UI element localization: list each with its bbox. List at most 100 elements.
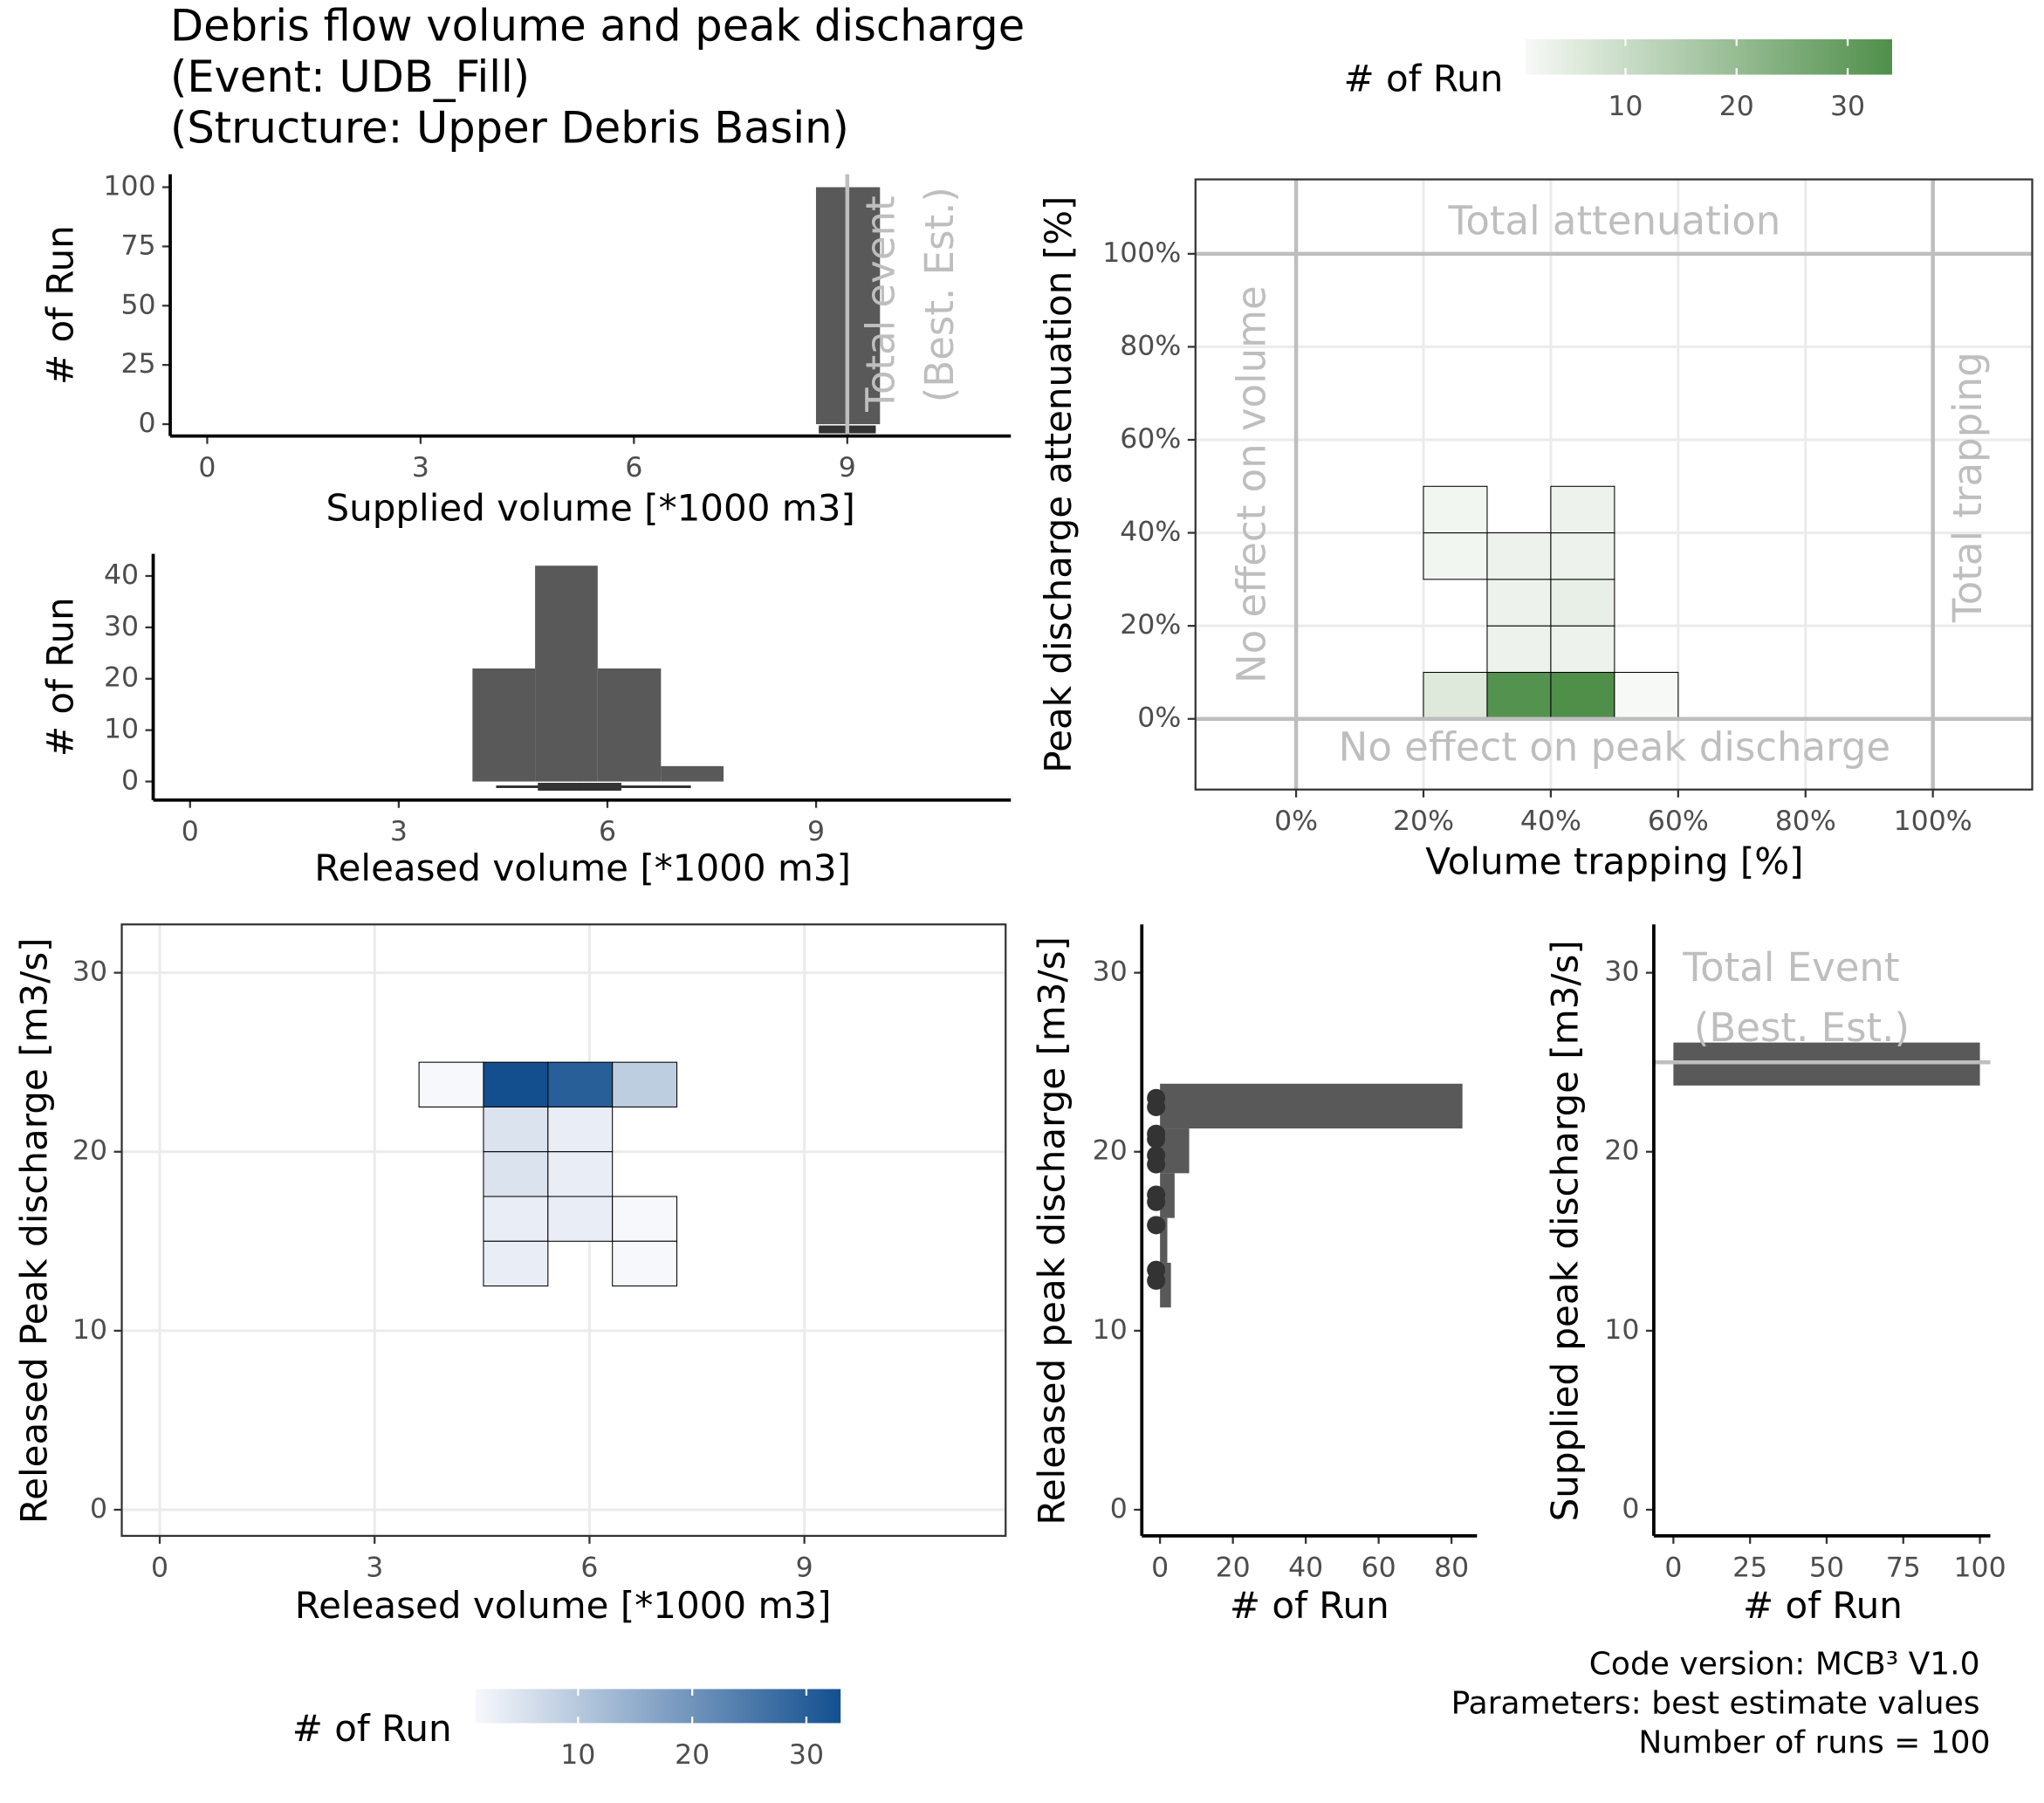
x-tick-label: 9: [796, 1552, 813, 1583]
annotation: No effect on peak discharge: [1339, 724, 1890, 771]
x-axis-title: Released volume [*1000 m3]: [295, 1584, 832, 1627]
bar: [597, 668, 662, 782]
panel: 0% 20% 40% 60% 80% 100% 0% 20% 40% 60% 80% 100% Volu…: [1037, 39, 2034, 883]
y-tick-label: 20: [1093, 1135, 1128, 1167]
chart-title: Debris flow volume and peak discharge: [170, 1, 1025, 51]
heatmap-cell: [547, 1151, 614, 1197]
y-tick-label: 30: [72, 956, 107, 988]
y-axis-title: # of Run: [39, 597, 82, 757]
x-tick-label: 80%: [1775, 806, 1836, 837]
x-axis-title: Supplied volume [*1000 m3]: [326, 487, 854, 530]
x-tick-label: 6: [580, 1552, 598, 1583]
chart-title: (Structure: Upper Debris Basin): [170, 103, 849, 154]
y-tick-label: 100%: [1102, 237, 1181, 269]
y-tick-label: 30: [1093, 956, 1128, 988]
bar: [1160, 1083, 1463, 1129]
colorbar: [475, 1689, 841, 1724]
heatmap-cell: [1614, 671, 1679, 720]
heatmap-cell: [1486, 671, 1552, 720]
colorbar-tick-label: 30: [1830, 91, 1865, 122]
colorbar-tick-label: 10: [560, 1739, 595, 1771]
x-tick-label: 20: [1216, 1552, 1251, 1583]
heatmap-cell: [1550, 671, 1615, 720]
colorbar-tick-label: 10: [1608, 91, 1643, 122]
x-tick-label: 6: [625, 452, 642, 483]
heatmap-cell: [418, 1061, 484, 1107]
outlier-point: [1147, 1124, 1166, 1143]
y-tick-label: 30: [104, 611, 139, 642]
heatmap-cell: [483, 1061, 549, 1107]
heatmap-cell: [1423, 532, 1488, 580]
colorbar-tick-label: 20: [1719, 91, 1754, 122]
y-tick-label: 10: [1604, 1314, 1639, 1346]
outlier-point: [1147, 1216, 1166, 1235]
outlier-point: [1147, 1146, 1166, 1165]
colorbar-title: # of Run: [1343, 58, 1503, 100]
x-tick-label: 75: [1886, 1552, 1921, 1583]
heatmap-cell: [1550, 485, 1615, 534]
y-tick-label: 0: [121, 765, 139, 797]
heatmap-cell: [1423, 671, 1488, 720]
y-tick-label: 20%: [1120, 609, 1181, 641]
heatmap-cell: [547, 1061, 614, 1107]
x-tick-label: 100%: [1894, 806, 1972, 837]
y-tick-label: 75: [120, 230, 155, 261]
panel: 0 3 6 9 0 10 20 30 40 Released volume [*1000 m3] #…: [39, 553, 1012, 889]
x-tick-label: 0: [151, 1552, 168, 1583]
colorbar: [1525, 39, 1892, 75]
x-tick-label: 50: [1809, 1552, 1844, 1583]
y-tick-label: 10: [104, 714, 139, 745]
heatmap-cell: [1550, 625, 1615, 673]
plot-border: [120, 923, 1007, 1538]
bar: [1160, 1217, 1168, 1263]
x-axis-title: # of Run: [1743, 1584, 1903, 1627]
caption: Parameters: best estimate values: [1451, 1685, 1980, 1721]
bar: [535, 566, 598, 782]
x-tick-label: 60: [1362, 1552, 1396, 1583]
y-tick-label: 80%: [1120, 330, 1181, 361]
heatmap-cell: [547, 1196, 614, 1242]
x-tick-label: 0: [1151, 1552, 1169, 1583]
x-tick-label: 40: [1288, 1552, 1323, 1583]
y-axis-title: Released peak discharge [m3/s]: [1030, 936, 1073, 1525]
heatmap-cell: [1486, 579, 1552, 627]
y-tick-label: 0: [138, 408, 155, 439]
x-tick-label: 9: [839, 452, 856, 483]
caption: Number of runs = 100: [1638, 1724, 1990, 1760]
y-tick-label: 20: [72, 1135, 107, 1167]
panel: 0 20 40 60 80 0 10 20 30 # of Run Released peak di…: [1030, 924, 1478, 1627]
panel: 0 3 6 9 0 25 50 75 100 Supplied volume [*1000 m3]…: [39, 171, 1012, 530]
heatmap-cell: [1486, 625, 1552, 673]
y-tick-label: 60%: [1120, 423, 1181, 455]
colorbar-tick-label: 20: [675, 1739, 710, 1771]
heatmap-cell: [1550, 579, 1615, 627]
colorbar-tick-label: 30: [789, 1739, 824, 1771]
heatmap-cell: [612, 1196, 678, 1242]
y-axis-title: # of Run: [39, 225, 82, 385]
x-axis-title: Volume trapping [%]: [1425, 840, 1803, 883]
heatmap-cell: [483, 1196, 549, 1242]
outlier-point: [1147, 1185, 1166, 1204]
heatmap-cell: [483, 1151, 549, 1197]
y-tick-label: 10: [72, 1314, 107, 1346]
heatmap-cell: [1550, 532, 1615, 580]
heatmap-cell: [1423, 485, 1488, 534]
y-tick-label: 20: [104, 662, 139, 694]
caption: Code version: MCB³ V1.0: [1589, 1646, 1980, 1682]
outlier-point: [1147, 1088, 1166, 1107]
y-tick-label: 50: [120, 289, 155, 320]
heatmap-cell: [483, 1240, 549, 1287]
y-tick-label: 40%: [1120, 517, 1181, 548]
annotation: No effect on volume: [1228, 285, 1274, 683]
y-tick-label: 25: [120, 348, 155, 380]
x-tick-label: 3: [366, 1552, 383, 1583]
x-tick-label: 100: [1953, 1552, 2006, 1583]
annotation: (Best. Est.): [916, 187, 963, 402]
chart-title: (Event: UDB_Fill): [170, 51, 530, 102]
x-tick-label: 0: [182, 816, 199, 847]
x-tick-label: 60%: [1648, 806, 1709, 837]
y-tick-label: 100: [103, 171, 155, 202]
annotation: Total trapping: [1945, 352, 1991, 623]
heatmap-cell: [547, 1106, 614, 1153]
